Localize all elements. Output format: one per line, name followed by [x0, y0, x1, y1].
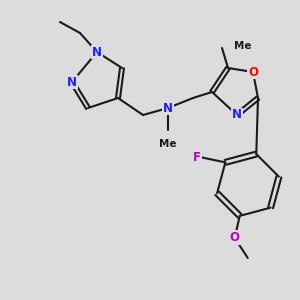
Text: F: F: [194, 151, 201, 164]
Text: N: N: [67, 76, 77, 88]
Text: N: N: [163, 101, 173, 115]
Text: N: N: [92, 46, 102, 59]
Text: Me: Me: [159, 139, 177, 149]
Text: Me: Me: [234, 41, 251, 51]
Text: N: N: [232, 109, 242, 122]
Text: O: O: [248, 65, 258, 79]
Text: O: O: [230, 231, 240, 244]
